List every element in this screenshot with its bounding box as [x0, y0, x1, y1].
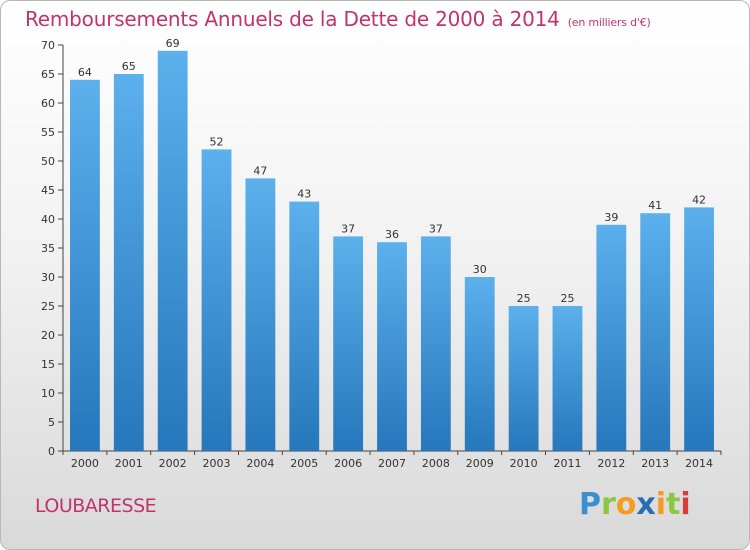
y-tick-label: 15	[41, 358, 55, 371]
value-label: 52	[210, 135, 224, 148]
bar-2013	[640, 213, 671, 451]
y-tick-label: 50	[41, 155, 55, 168]
bar-2011	[552, 306, 583, 451]
y-tick-label: 0	[48, 445, 55, 458]
x-tick-label: 2007	[378, 457, 406, 470]
x-tick-label: 2012	[597, 457, 625, 470]
y-tick-label: 30	[41, 271, 55, 284]
chart-title-text: Remboursements Annuels de la Dette de 20…	[25, 7, 560, 31]
bar-2001	[113, 74, 144, 451]
x-tick-label: 2009	[466, 457, 494, 470]
bar-2014	[684, 207, 714, 451]
x-tick-label: 2005	[290, 457, 318, 470]
logo-letter: r	[601, 487, 616, 522]
value-label: 25	[517, 292, 531, 305]
x-tick-label: 2002	[159, 457, 187, 470]
x-tick-label: 2008	[422, 457, 450, 470]
y-tick-label: 25	[41, 300, 55, 313]
bar-2008	[420, 236, 451, 451]
y-tick-label: 35	[41, 242, 55, 255]
bar-2010	[508, 306, 539, 451]
logo-letter: x	[636, 487, 656, 522]
y-tick-label: 45	[41, 184, 55, 197]
bar-2007	[377, 242, 407, 451]
value-label: 39	[604, 211, 618, 224]
logo-letter: i	[680, 487, 691, 522]
logo-letter: o	[615, 487, 637, 522]
bar-2003	[201, 149, 232, 451]
chart-subtitle: (en milliers d'€)	[567, 16, 651, 29]
x-tick-label: 2014	[685, 457, 713, 470]
proxiti-logo[interactable]: Proxiti	[579, 487, 691, 522]
value-label: 41	[648, 199, 662, 212]
x-tick-label: 2013	[641, 457, 669, 470]
value-label: 30	[473, 263, 487, 276]
x-tick-label: 2000	[71, 457, 99, 470]
y-tick-label: 10	[41, 387, 55, 400]
y-tick-label: 70	[41, 39, 55, 52]
logo-letter: t	[666, 487, 681, 522]
x-tick-label: 2006	[334, 457, 362, 470]
bar-2006	[333, 236, 364, 451]
x-tick-label: 2001	[115, 457, 143, 470]
value-label: 69	[166, 37, 180, 50]
bar-2000	[70, 79, 100, 452]
value-label: 42	[692, 193, 706, 206]
value-label: 37	[429, 222, 443, 235]
value-label: 36	[385, 228, 399, 241]
x-tick-label: 2003	[203, 457, 231, 470]
value-label: 25	[560, 292, 574, 305]
value-label: 37	[341, 222, 355, 235]
x-tick-label: 2010	[510, 457, 538, 470]
bar-2012	[596, 224, 627, 451]
x-tick-label: 2004	[246, 457, 274, 470]
value-label: 65	[122, 60, 136, 73]
y-tick-label: 5	[48, 416, 55, 429]
x-tick-label: 2011	[553, 457, 581, 470]
logo-letter: i	[655, 487, 667, 522]
value-label: 43	[297, 188, 311, 201]
y-tick-label: 20	[41, 329, 55, 342]
bar-2009	[464, 277, 495, 451]
value-label: 47	[253, 164, 267, 177]
y-tick-label: 60	[41, 97, 55, 110]
y-tick-label: 65	[41, 68, 55, 81]
city-name: LOUBARESSE	[35, 495, 157, 517]
y-tick-label: 40	[41, 213, 55, 226]
value-label: 64	[78, 66, 92, 79]
logo-letter: P	[579, 487, 601, 522]
bar-2004	[245, 178, 276, 451]
bar-2002	[157, 50, 188, 452]
chart-title: Remboursements Annuels de la Dette de 20…	[25, 7, 651, 31]
bar-2005	[289, 201, 320, 451]
y-tick-label: 55	[41, 126, 55, 139]
